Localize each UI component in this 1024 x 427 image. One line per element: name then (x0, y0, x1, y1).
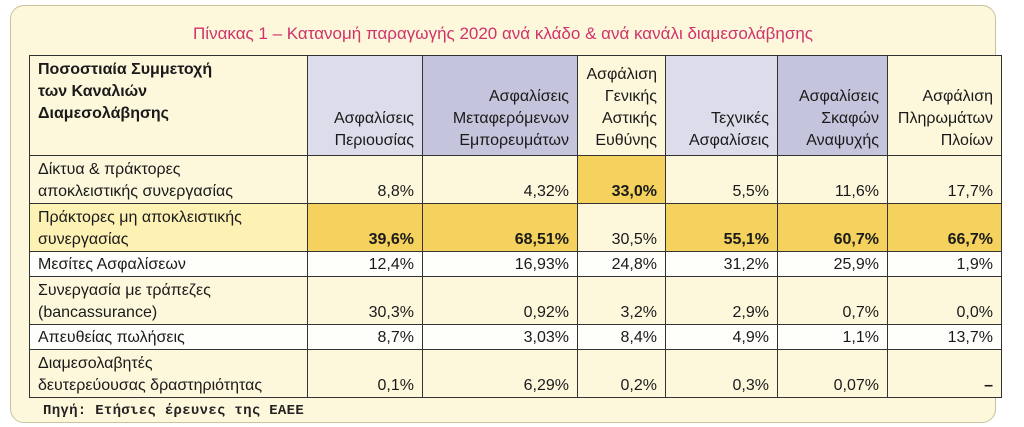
table-cell: 3,2% (577, 276, 666, 325)
data-table: Ποσοστιαία Συμμετοχή των Καναλιών Διαμεσ… (29, 55, 1002, 398)
table-title: Πίνακας 1 – Κατανομή παραγωγής 2020 ανά … (193, 24, 813, 43)
table-cell-highlight: 33,0% (577, 155, 666, 204)
header-cargo: Ασφαλίσεις Μεταφερόμενων Εμπορευμάτων (422, 55, 578, 156)
table-cell: 3,03% (422, 324, 578, 350)
header-technical: Τεχνικές Ασφαλίσεις (665, 55, 778, 156)
header-liability: Ασφάλιση Γενικής Αστικής Ευθύνης (577, 55, 666, 156)
header-channel: Ποσοστιαία Συμμετοχή των Καναλιών Διαμεσ… (29, 55, 308, 156)
table-cell-highlight: 39,6% (307, 203, 423, 252)
table-row: Συνεργασία με τράπεζες (bancassurance) 30… (29, 276, 1002, 325)
row-label: Διαμεσολαβητές δευτερεύουσας δραστηριότητ… (29, 349, 308, 398)
source-note: Πηγή: Ετήσιες έρευνες της ΕΑΕΕ (43, 403, 305, 419)
table-cell: 8,7% (307, 324, 423, 350)
row-label: Συνεργασία με τράπεζες (bancassurance) (29, 276, 308, 325)
table-cell: – (887, 349, 1002, 398)
table-cell: 30,3% (307, 276, 423, 325)
table-row: Απευθείας πωλήσεις 8,7% 3,03% 8,4% 4,9% … (29, 324, 1002, 350)
table-cell: 8,8% (307, 155, 423, 204)
table-cell: 0,92% (422, 276, 578, 325)
table-cell: 30,5% (577, 203, 666, 252)
table-cell: 0,3% (665, 349, 778, 398)
table-cell: 2,9% (665, 276, 778, 325)
table-cell: 25,9% (777, 251, 888, 277)
table-cell: 31,2% (665, 251, 778, 277)
table-cell: 17,7% (887, 155, 1002, 204)
table-cell-highlight: 66,7% (887, 203, 1002, 252)
table-cell-highlight: 55,1% (665, 203, 778, 252)
header-pleasure-craft: Ασφαλίσεις Σκαφών Αναψυχής (777, 55, 888, 156)
table-cell: 4,9% (665, 324, 778, 350)
table-cell: 13,7% (887, 324, 1002, 350)
table-cell: 11,6% (777, 155, 888, 204)
table-row: Μεσίτες Ασφαλίσεων 12,4% 16,93% 24,8% 31… (29, 251, 1002, 277)
table-cell: 24,8% (577, 251, 666, 277)
table-cell: 0,2% (577, 349, 666, 398)
table-cell: 5,5% (665, 155, 778, 204)
table-row: Δίκτυα & πράκτορες αποκλειστικής συνεργασ… (29, 155, 1002, 204)
table-cell: 8,4% (577, 324, 666, 350)
row-label: Δίκτυα & πράκτορες αποκλειστικής συνεργασ… (29, 155, 308, 204)
table-cell: 0,0% (887, 276, 1002, 325)
row-label: Πράκτορες μη αποκλειστικής συνεργασίας (29, 203, 308, 252)
table-cell: 0,07% (777, 349, 888, 398)
table-cell-highlight: 68,51% (422, 203, 578, 252)
table-cell: 12,4% (307, 251, 423, 277)
table-cell-highlight: 60,7% (777, 203, 888, 252)
table-cell: 0,1% (307, 349, 423, 398)
table-cell: 1,1% (777, 324, 888, 350)
table-cell: 16,93% (422, 251, 578, 277)
table-row: Διαμεσολαβητές δευτερεύουσας δραστηριότητ… (29, 349, 1002, 398)
table-cell: 4,32% (422, 155, 578, 204)
table-cell: 0,7% (777, 276, 888, 325)
table-row: Πράκτορες μη αποκλειστικής συνεργασίας 39… (29, 203, 1002, 252)
table-panel: Πίνακας 1 – Κατανομή παραγωγής 2020 ανά … (10, 5, 1002, 423)
header-crew: Ασφάλιση Πληρωμάτων Πλοίων (887, 55, 1002, 156)
row-label: Μεσίτες Ασφαλίσεων (29, 251, 308, 277)
row-label: Απευθείας πωλήσεις (29, 324, 308, 350)
table-cell: 1,9% (887, 251, 1002, 277)
header-property: Ασφαλίσεις Περιουσίας (307, 55, 423, 156)
table-cell: 6,29% (422, 349, 578, 398)
